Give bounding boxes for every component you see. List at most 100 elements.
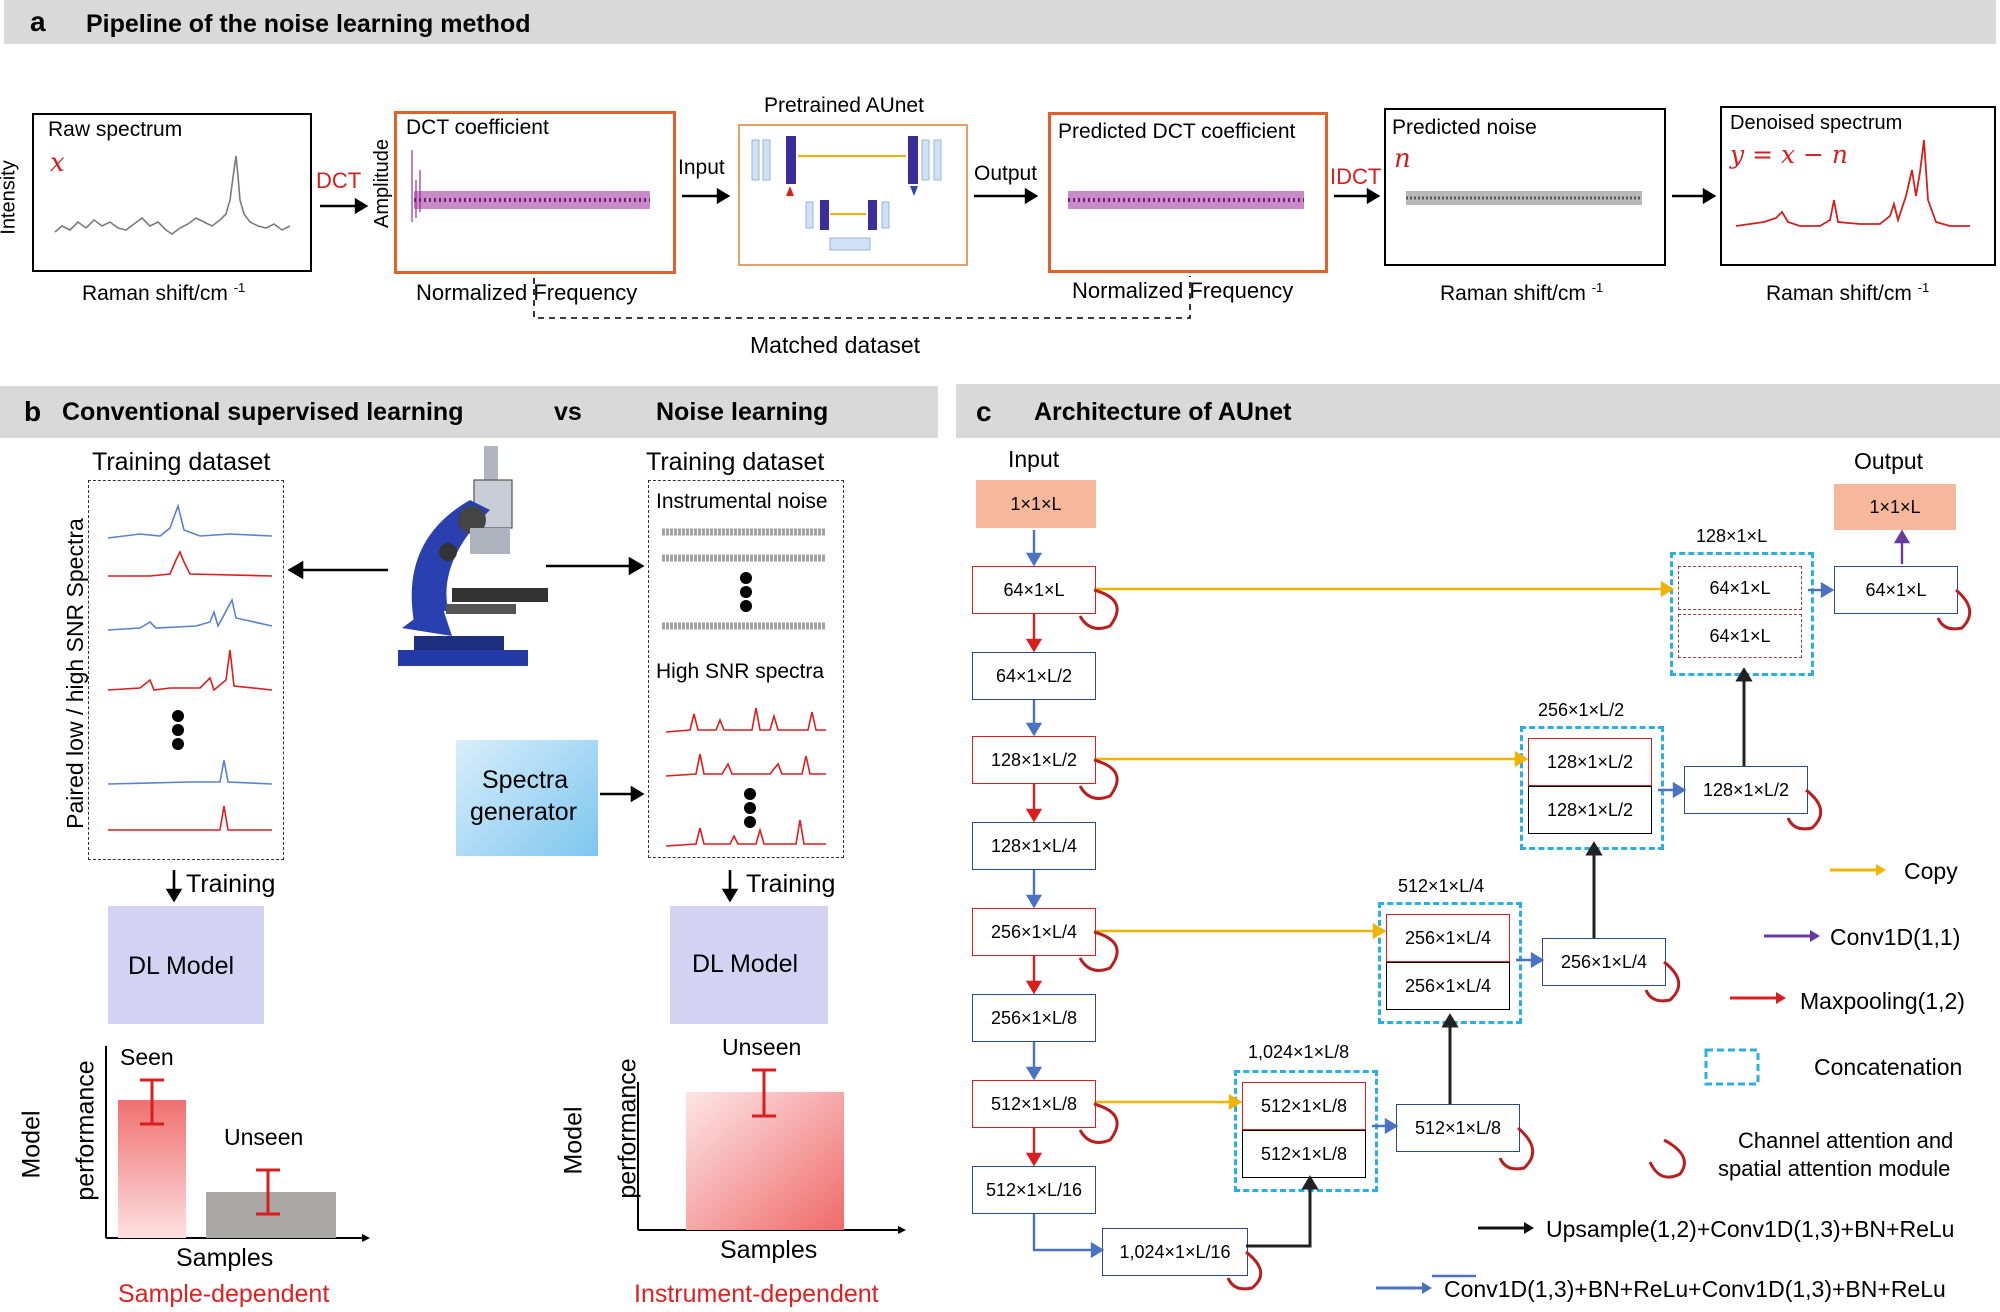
pred-noise-title: Predicted noise	[1392, 116, 1537, 139]
paired-label: Paired low / high SNR Spectra	[61, 518, 88, 829]
dec-node-2: 256×1×L/4	[1542, 938, 1666, 986]
errbar-unseen-2	[752, 1068, 776, 1118]
raw-spectrum-title: Raw spectrum	[48, 118, 183, 141]
panel-a-title: Pipeline of the noise learning method	[86, 10, 531, 38]
enc-node-4: 256×1×L/4	[972, 908, 1096, 956]
pred-noise-box	[1384, 108, 1666, 266]
training-dataset-right: Training dataset	[646, 448, 825, 476]
panel-b-header	[0, 386, 938, 438]
raman-label-1: Raman shift/cm -1	[82, 280, 245, 306]
legend-maxpool: Maxpooling(1,2)	[1800, 988, 1965, 1014]
concat-top-2: 256×1×L/4	[1386, 914, 1510, 962]
matched-dataset: Matched dataset	[750, 332, 921, 358]
raman-label-3: Raman shift/cm -1	[1766, 280, 1929, 306]
enc-node-6: 512×1×L/8	[972, 1080, 1096, 1128]
concat-label-0: 128×1×L	[1696, 526, 1768, 546]
panel-a-header	[4, 0, 1996, 44]
concat-label-3: 1,024×1×L/8	[1248, 1042, 1350, 1062]
enc-node-0: 64×1×L	[972, 566, 1096, 614]
concat-top-3: 512×1×L/8	[1242, 1082, 1366, 1130]
conv11-arrow	[1893, 529, 1911, 564]
output-label-a: Output	[974, 162, 1038, 185]
noise-var: n	[1394, 144, 1411, 174]
panel-b-title-left: Conventional supervised learning	[62, 398, 464, 426]
c-output-label: Output	[1854, 448, 1924, 474]
panel-b-vs: vs	[554, 398, 582, 426]
samples-2: Samples	[720, 1236, 818, 1264]
input-node: 1×1×L	[976, 480, 1096, 528]
idct-label: IDCT	[1330, 164, 1382, 189]
pretrained-title: Pretrained AUnet	[764, 94, 924, 117]
input-label-a: Input	[678, 156, 725, 179]
legend-conv: Conv1D(1,3)+BN+ReLu+Conv1D(1,3)+BN+ReLu	[1444, 1276, 1946, 1302]
raman-label-2: Raman shift/cm -1	[1440, 280, 1603, 306]
intensity-label: Intensity	[0, 160, 20, 235]
raman-text-1: Raman shift/cm	[82, 282, 234, 305]
instrument-dependent: Instrument-dependent	[634, 1280, 879, 1308]
amplitude-label: Amplitude	[370, 139, 393, 228]
bottom-node: 1,024×1×L/16	[1102, 1228, 1248, 1276]
concat-bot-0: 64×1×L	[1678, 614, 1802, 658]
sample-dependent: Sample-dependent	[118, 1280, 330, 1308]
legend-attention-2: spatial attention module	[1718, 1156, 1951, 1181]
panel-b-letter: b	[24, 396, 42, 427]
enc-node-3: 128×1×L/4	[972, 822, 1096, 870]
raman-text-2: Raman shift/cm	[1440, 282, 1592, 305]
bar-chart-right	[637, 1068, 906, 1234]
panel-c-title: Architecture of AUnet	[1034, 398, 1292, 426]
concat-bot-1: 128×1×L/2	[1528, 786, 1652, 834]
raman-sup-2: -1	[1591, 280, 1604, 295]
enc-node-5: 256×1×L/8	[972, 994, 1096, 1042]
panel-c-header	[956, 384, 2000, 438]
concat-bot-2: 256×1×L/4	[1386, 962, 1510, 1010]
dl-model-box-2	[670, 906, 828, 1024]
dl-model-1: DL Model	[128, 952, 235, 980]
legend-conv11: Conv1D(1,1)	[1830, 924, 1961, 950]
enc-node-2: 128×1×L/2	[972, 736, 1096, 784]
bar-seen	[118, 1100, 186, 1238]
high-snr-label: High SNR spectra	[656, 660, 825, 683]
raw-var: x	[50, 148, 65, 178]
dl-model-box-1	[108, 906, 264, 1024]
right-dataset-box	[648, 480, 844, 858]
model-perf-2-a: Model	[559, 1106, 588, 1175]
equation: y = x − n	[1730, 140, 1849, 169]
concat-bot-3: 512×1×L/8	[1242, 1130, 1366, 1178]
concat-label-2: 512×1×L/4	[1398, 876, 1485, 896]
dec-node-1: 128×1×L/2	[1684, 766, 1808, 814]
panel-b-title-right: Noise learning	[656, 398, 829, 426]
dl-model-2: DL Model	[692, 950, 799, 978]
seen-label: Seen	[120, 1044, 174, 1070]
legend-attention-1: Channel attention and	[1738, 1128, 1954, 1153]
bar-unseen	[206, 1192, 336, 1238]
concat-label-1: 256×1×L/2	[1538, 700, 1625, 720]
left-dataset-box	[88, 480, 284, 860]
raman-text-3: Raman shift/cm	[1766, 282, 1918, 305]
raman-sup-1: -1	[233, 280, 246, 295]
concat-top-1: 128×1×L/2	[1528, 738, 1652, 786]
legend-concat: Concatenation	[1814, 1054, 1963, 1080]
instrumental-noise: Instrumental noise	[656, 490, 828, 513]
panel-c-letter: c	[976, 396, 992, 427]
unseen-label: Unseen	[224, 1124, 304, 1150]
bar-unseen-2	[686, 1092, 844, 1230]
dec-node-0: 64×1×L	[1834, 566, 1958, 614]
raman-sup-3: -1	[1917, 280, 1930, 295]
panel-a-letter: a	[30, 6, 46, 37]
legend-upsample: Upsample(1,2)+Conv1D(1,3)+BN+ReLu	[1546, 1216, 1955, 1242]
spectra-generator-line2: generator	[470, 798, 578, 826]
denoised-title: Denoised spectrum	[1730, 112, 1903, 134]
spectra-generator-line1: Spectra	[482, 766, 569, 794]
model-perf-1-a: Model	[17, 1110, 46, 1179]
enc-node-1: 64×1×L/2	[972, 652, 1096, 700]
microscope-icon	[398, 446, 548, 666]
model-perf-1-b: performance	[71, 1060, 100, 1201]
concat-top-0: 64×1×L	[1678, 566, 1802, 610]
training-label-1: Training	[186, 870, 276, 898]
training-label-2: Training	[746, 870, 836, 898]
pred-dct-title: Predicted DCT coefficient	[1058, 120, 1296, 143]
enc-node-7: 512×1×L/16	[972, 1166, 1096, 1214]
training-dataset-left: Training dataset	[92, 448, 271, 476]
samples-1: Samples	[176, 1244, 274, 1272]
dct-coef-title: DCT coefficient	[406, 116, 549, 139]
